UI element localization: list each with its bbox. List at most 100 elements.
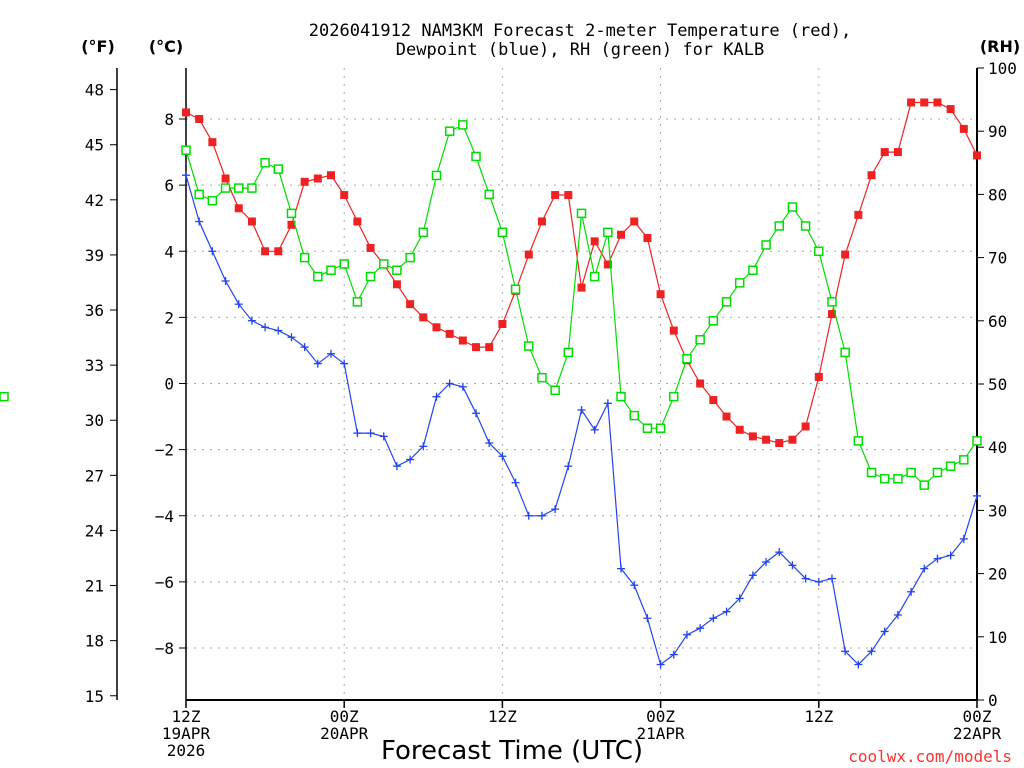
data-point bbox=[221, 277, 230, 286]
celsius-tick-label: −4 bbox=[155, 507, 174, 526]
data-point bbox=[907, 98, 916, 107]
celsius-tick-label: 2 bbox=[164, 308, 174, 327]
celsius-tick-label: 6 bbox=[164, 176, 174, 195]
data-point bbox=[340, 191, 349, 200]
data-point bbox=[906, 467, 916, 478]
data-point bbox=[959, 124, 968, 133]
data-point bbox=[709, 614, 718, 623]
data-point bbox=[867, 171, 876, 180]
data-point bbox=[274, 326, 283, 335]
data-point bbox=[695, 335, 705, 345]
series-line bbox=[185, 175, 978, 666]
data-point bbox=[590, 237, 599, 246]
data-point bbox=[959, 534, 968, 543]
data-point bbox=[827, 310, 836, 319]
data-point bbox=[234, 204, 243, 213]
data-point bbox=[643, 614, 652, 623]
celsius-tick-label: −8 bbox=[155, 639, 174, 658]
x-tick-label: 22APR bbox=[953, 724, 1002, 743]
data-point bbox=[880, 627, 889, 636]
data-point bbox=[405, 252, 415, 263]
data-point bbox=[286, 208, 297, 219]
data-point bbox=[432, 323, 441, 332]
data-point bbox=[735, 425, 744, 434]
rh-tick-label: 60 bbox=[988, 312, 1007, 331]
series-temperature bbox=[182, 98, 981, 448]
data-point bbox=[379, 432, 388, 441]
credit-text: coolwx.com/models bbox=[848, 747, 1012, 766]
chart-subtitle: Dewpoint (blue), RH (green) for KALB bbox=[396, 40, 764, 60]
rh-unit-label: (RH) bbox=[980, 37, 1020, 56]
data-point bbox=[181, 145, 191, 155]
data-point bbox=[800, 221, 811, 231]
data-point bbox=[300, 177, 309, 186]
gridlines bbox=[186, 68, 977, 700]
data-series bbox=[0, 98, 982, 669]
data-point bbox=[682, 630, 691, 639]
fahrenheit-tick-label: 45 bbox=[85, 136, 104, 155]
data-point bbox=[696, 379, 705, 388]
data-point bbox=[182, 108, 190, 117]
fahrenheit-tick-label: 27 bbox=[85, 466, 104, 485]
rh-tick-label: 0 bbox=[988, 691, 998, 710]
data-point bbox=[576, 208, 587, 219]
data-point bbox=[920, 98, 929, 107]
fahrenheit-tick-label: 24 bbox=[85, 521, 104, 540]
data-point bbox=[247, 183, 257, 193]
celsius-tick-label: 0 bbox=[164, 375, 174, 394]
data-point bbox=[445, 329, 454, 338]
x-tick-label: 21APR bbox=[637, 724, 686, 743]
data-point bbox=[261, 323, 270, 332]
data-point bbox=[352, 297, 363, 307]
data-point bbox=[841, 647, 850, 656]
data-point bbox=[854, 660, 863, 669]
data-point bbox=[418, 227, 429, 238]
x-tick-label: 2026 bbox=[167, 741, 206, 760]
data-point bbox=[814, 246, 824, 257]
data-point bbox=[629, 410, 639, 421]
data-point bbox=[721, 297, 732, 307]
fahrenheit-tick-label: 36 bbox=[85, 301, 104, 320]
data-point bbox=[841, 250, 850, 259]
data-point bbox=[207, 195, 218, 206]
data-point bbox=[551, 191, 560, 200]
data-point bbox=[722, 607, 731, 616]
data-point bbox=[669, 391, 679, 402]
data-point bbox=[827, 574, 836, 583]
data-point bbox=[327, 171, 336, 180]
data-point bbox=[273, 164, 284, 174]
data-point bbox=[907, 587, 916, 596]
rh-tick-label: 50 bbox=[988, 375, 1007, 394]
data-point bbox=[603, 260, 612, 269]
data-point bbox=[220, 183, 231, 193]
data-point bbox=[300, 343, 309, 352]
series-rh bbox=[0, 120, 982, 490]
fahrenheit-tick-label: 30 bbox=[85, 411, 104, 430]
data-point bbox=[247, 217, 256, 226]
series-dewpoint bbox=[182, 171, 981, 669]
data-point bbox=[299, 252, 310, 263]
data-point bbox=[419, 313, 428, 322]
data-point bbox=[603, 227, 613, 238]
data-point bbox=[617, 230, 626, 239]
data-point bbox=[234, 300, 243, 309]
celsius-tick-label: −2 bbox=[155, 441, 174, 460]
x-tick-label: 00Z bbox=[646, 707, 675, 726]
data-point bbox=[340, 359, 349, 368]
data-point bbox=[932, 467, 943, 478]
data-point bbox=[880, 148, 889, 157]
celsius-tick-label: 4 bbox=[164, 242, 174, 261]
data-point bbox=[392, 280, 401, 289]
data-point bbox=[973, 491, 981, 500]
data-point bbox=[524, 511, 533, 520]
data-point bbox=[564, 462, 573, 471]
data-point bbox=[261, 247, 270, 256]
data-point bbox=[708, 316, 719, 326]
data-point bbox=[893, 148, 902, 157]
x-tick-label: 12Z bbox=[804, 707, 833, 726]
fahrenheit-tick-label: 15 bbox=[85, 687, 104, 706]
data-point bbox=[431, 170, 442, 181]
rh-tick-label: 80 bbox=[988, 185, 1007, 204]
data-point bbox=[260, 158, 270, 168]
data-point bbox=[643, 234, 652, 243]
